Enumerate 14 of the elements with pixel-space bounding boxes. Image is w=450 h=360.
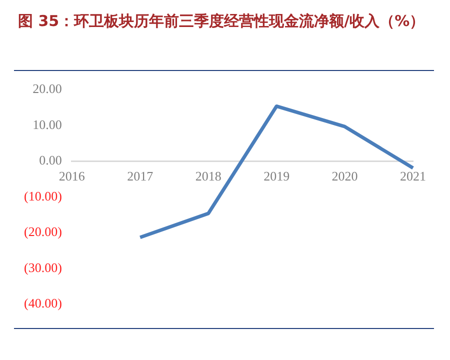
y-tick-label: (10.00) bbox=[24, 188, 62, 204]
x-tick-label: 2017 bbox=[127, 168, 154, 184]
x-tick-label: 2018 bbox=[195, 168, 222, 184]
x-tick-label: 2016 bbox=[58, 168, 86, 184]
x-tick-label: 2019 bbox=[264, 168, 290, 184]
y-tick-label: 0.00 bbox=[39, 152, 62, 168]
chart-title: 图 35：环卫板块历年前三季度经营性现金流净额/收入（%） bbox=[18, 11, 426, 32]
y-tick-label: (30.00) bbox=[24, 260, 62, 275]
y-tick-label: (40.00) bbox=[24, 296, 62, 311]
x-tick-label: 2020 bbox=[332, 168, 358, 184]
y-tick-label: 20.00 bbox=[32, 81, 62, 96]
x-tick-label: 2021 bbox=[400, 168, 426, 184]
y-tick-label: (20.00) bbox=[24, 224, 62, 240]
y-tick-label: 10.00 bbox=[32, 116, 62, 132]
